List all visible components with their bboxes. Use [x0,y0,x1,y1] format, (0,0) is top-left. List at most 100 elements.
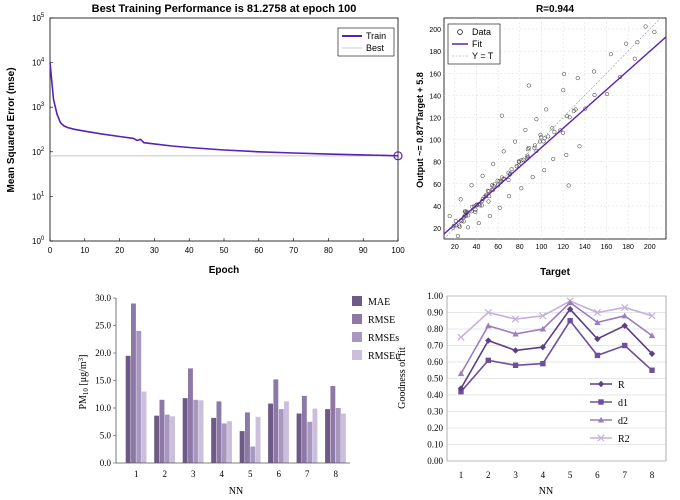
bar-rmses [164,414,170,463]
bar-y-tick-label: 15.0 [95,376,111,386]
regression-x-tick-label: 100 [536,244,548,251]
goodness-of-fit-chart: 0.00 0.10 0.20 0.30 0.40 0.50 0.60 0.70 0.80 0.90… [397,291,667,497]
goodness-x-tick-label: 8 [650,470,655,480]
training-x-tick-label: 0 [48,246,53,255]
bar-y-tick-label: 20.0 [95,348,111,358]
identity-line [443,17,661,240]
bar-x-axis-label: NN [229,486,243,497]
regression-x-axis-label: Target [540,267,570,278]
training-legend-box [337,27,395,57]
regression-x-tick-label: 160 [601,244,613,251]
data-point [506,177,511,183]
legend-marker-d2 [597,416,605,423]
goodness-x-tick-label: 2 [486,470,491,480]
bar-x-tick-label: 4 [220,469,225,479]
training-y-tick-label: 100 [32,236,45,246]
regression-y-tick-label: 60 [433,182,441,189]
data-point [550,126,555,131]
series-marker-d2 [457,370,465,377]
bar-y-tick-label: 25.0 [95,321,111,331]
cross-stroke [597,434,605,442]
bar-rmseu [341,413,346,463]
data-point [575,76,580,81]
bar-rmses [307,421,313,464]
data-point [560,130,566,135]
regression-y-tick-label: 200 [429,27,441,34]
goodness-x-tick-label: 6 [595,470,600,480]
data-point [592,92,597,98]
data-point [512,139,518,144]
fit-line [443,36,667,235]
data-point [534,117,539,122]
series-marker-r2 [457,333,465,341]
train-line [49,62,399,157]
bar-x-tick-label: 3 [191,469,196,479]
data-point [509,167,514,172]
training-x-tick-label: 20 [115,246,124,255]
bar-mae [211,417,217,463]
goodness-x-axis-label: NN [539,486,553,497]
goodness-y-tick-label: 0.20 [427,423,443,433]
goodness-y-tick-label: 0.40 [427,390,443,400]
bar-rmse [245,412,250,463]
data-point [592,69,597,74]
data-point [643,24,648,29]
regression-y-tick-label: 40 [433,204,441,211]
cross-stroke [457,333,465,341]
data-point [551,156,556,162]
legend-marker-d1 [598,399,604,405]
data-point [552,130,557,135]
series-marker-d2 [512,330,519,337]
data-point [546,134,551,139]
goodness-y-tick-label: 0.60 [427,357,443,367]
bar-mae [239,431,245,463]
series-marker-r2 [648,312,656,320]
goodness-legend: Rd1 d2 R2 [590,380,630,445]
bar-rmse [131,303,136,463]
series-marker-r [539,343,547,351]
data-point [541,139,546,144]
data-point [455,233,460,239]
data-point [476,221,481,226]
series-marker-d1 [485,357,491,364]
goodness-x-tick-label: 1 [459,470,464,480]
data-point [495,178,500,183]
data-point [604,91,610,97]
bar-mae [182,398,188,463]
data-point [544,107,549,112]
data-point [573,107,578,112]
regression-chart-title: R=0.944 [536,4,575,15]
legend-swatch-mae [352,296,362,306]
legend-swatch-rmseu [352,350,362,360]
series-marker-r2 [539,312,547,320]
bar-rmse [216,401,222,463]
bar-mae [325,409,330,463]
cross-stroke [511,315,520,323]
series-marker-d1 [594,352,601,359]
bar-rmse [330,386,336,463]
goodness-x-tick-label: 4 [541,470,546,480]
regression-legend: Data Fit Y = T [447,23,501,65]
series-line-d1 [460,319,653,393]
goodness-x-tick-label: 7 [622,470,627,480]
goodness-y-tick-label: 0.70 [427,341,443,351]
regression-x-tick-label: 80 [516,244,524,251]
data-point [564,153,569,158]
data-point [480,173,485,178]
series-marker-r [457,385,465,392]
series-marker-d2 [485,322,492,329]
data-point [451,223,456,228]
data-point [497,179,502,184]
data-point [624,41,629,46]
legend-swatch-rmses [352,332,362,342]
data-point [577,144,582,149]
bar-rmseu [255,416,261,463]
data-point [519,186,524,191]
data-point [632,56,637,61]
bar-rmses [278,409,284,463]
data-point [469,183,474,188]
regression-x-tick-label: 140 [579,244,591,251]
legend-swatch-rmse [352,314,362,324]
series-marker-r2 [621,303,629,312]
bar-rmse [301,395,307,463]
